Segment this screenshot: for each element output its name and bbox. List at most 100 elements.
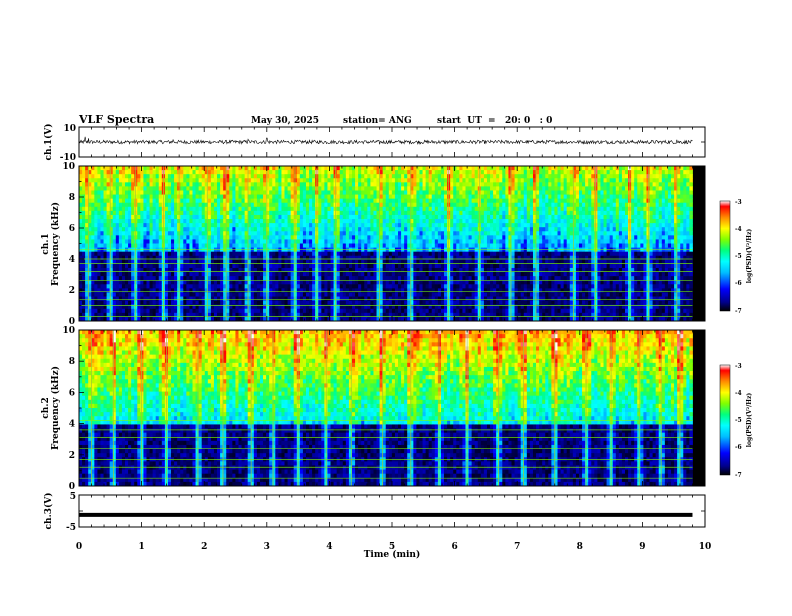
spectrogram-cell bbox=[413, 186, 416, 190]
spectrogram-cell bbox=[361, 309, 364, 313]
spectrogram-cell bbox=[331, 276, 334, 280]
spectrogram-cell bbox=[134, 288, 137, 292]
spectrogram-cell bbox=[137, 174, 140, 178]
spectrogram-cell bbox=[254, 252, 257, 256]
spectrogram-cell bbox=[153, 195, 156, 199]
spectrogram-cell bbox=[263, 223, 266, 227]
spectrogram-cell bbox=[281, 215, 284, 219]
spectrogram-cell bbox=[398, 231, 401, 235]
spectrogram-cell bbox=[435, 292, 438, 296]
spectrogram-cell bbox=[312, 268, 315, 272]
spectrogram-cell bbox=[318, 301, 321, 305]
spectrogram-cell bbox=[398, 252, 401, 256]
spectrogram-cell bbox=[100, 227, 103, 231]
spectrogram-cell bbox=[168, 186, 171, 190]
spectrogram-cell bbox=[97, 195, 100, 199]
spectrogram-cell bbox=[331, 190, 334, 194]
spectrogram-cell bbox=[358, 182, 361, 186]
spectrogram-cell bbox=[435, 219, 438, 223]
spectrogram-cell bbox=[386, 166, 389, 170]
spectrogram-cell bbox=[257, 211, 260, 215]
spectrogram-cell bbox=[125, 239, 128, 243]
spectrogram-cell bbox=[352, 227, 355, 231]
spectrogram-cell bbox=[312, 256, 315, 260]
spectrogram-cell bbox=[278, 292, 281, 296]
spectrogram-cell bbox=[214, 297, 217, 301]
spectrogram-cell bbox=[137, 231, 140, 235]
spectrogram-cell bbox=[401, 239, 404, 243]
spectrogram-cell bbox=[285, 235, 288, 239]
spectrogram-cell bbox=[257, 174, 260, 178]
spectrogram-cell bbox=[159, 182, 162, 186]
spectrogram-cell bbox=[153, 256, 156, 260]
spectrogram-cell bbox=[116, 244, 119, 248]
spectrogram-cell bbox=[196, 276, 199, 280]
spectrogram-cell bbox=[423, 235, 426, 239]
spectrogram-cell bbox=[189, 166, 192, 170]
spectrogram-cell bbox=[383, 309, 386, 313]
spectrogram-cell bbox=[361, 244, 364, 248]
spectrogram-cell bbox=[441, 211, 444, 215]
spectrogram-cell bbox=[257, 190, 260, 194]
spectrogram-cell bbox=[239, 211, 242, 215]
spectrogram-cell bbox=[407, 301, 410, 305]
spectrogram-cell bbox=[186, 170, 189, 174]
spectrogram-cell bbox=[269, 203, 272, 207]
spectrogram-cell bbox=[180, 301, 183, 305]
spectrogram-cell bbox=[211, 186, 214, 190]
spectrogram-cell bbox=[91, 195, 94, 199]
spectrogram-cell bbox=[79, 276, 82, 280]
spectrogram-cell bbox=[202, 215, 205, 219]
spectrogram-cell bbox=[189, 297, 192, 301]
spectrogram-cell bbox=[183, 244, 186, 248]
spectrogram-cell bbox=[131, 297, 134, 301]
spectrogram-cell bbox=[107, 235, 110, 239]
spectrogram-cell bbox=[146, 199, 149, 203]
spectrogram-cell bbox=[373, 309, 376, 313]
spectrogram-cell bbox=[94, 207, 97, 211]
spectrogram-cell bbox=[119, 272, 122, 276]
spectrogram-cell bbox=[340, 203, 343, 207]
spectrogram-cell bbox=[407, 227, 410, 231]
spectrogram-cell bbox=[94, 174, 97, 178]
spectrogram-cell bbox=[285, 223, 288, 227]
spectrogram-cell bbox=[281, 182, 284, 186]
spectrogram-cell bbox=[150, 231, 153, 235]
spectrogram-cell bbox=[272, 190, 275, 194]
spectrogram-cell bbox=[312, 239, 315, 243]
spectrogram-cell bbox=[128, 223, 131, 227]
spectrogram-cell bbox=[263, 174, 266, 178]
spectrogram-cell bbox=[251, 174, 254, 178]
spectrogram-cell bbox=[450, 292, 453, 296]
spectrogram-cell bbox=[450, 166, 453, 170]
spectrogram-cell bbox=[229, 231, 232, 235]
spectrogram-cell bbox=[373, 252, 376, 256]
spectrogram-cell bbox=[186, 301, 189, 305]
spectrogram-cell bbox=[370, 284, 373, 288]
spectrogram-cell bbox=[395, 239, 398, 243]
spectrogram-cell bbox=[472, 166, 475, 170]
spectrogram-cell bbox=[156, 166, 159, 170]
spectrogram-cell bbox=[281, 309, 284, 313]
spectrogram-cell bbox=[97, 292, 100, 296]
spectrogram-cell bbox=[465, 244, 468, 248]
spectrogram-cell bbox=[82, 235, 85, 239]
spectrogram-cell bbox=[355, 288, 358, 292]
spectrogram-cell bbox=[137, 276, 140, 280]
spectrogram-cell bbox=[419, 288, 422, 292]
spectrogram-cell bbox=[137, 292, 140, 296]
spectrogram-cell bbox=[285, 309, 288, 313]
spectrogram-cell bbox=[398, 276, 401, 280]
spectrogram-cell bbox=[447, 301, 450, 305]
spectrogram-cell bbox=[168, 272, 171, 276]
spectrogram-cell bbox=[327, 235, 330, 239]
spectrogram-cell bbox=[260, 170, 263, 174]
spectrogram-cell bbox=[116, 256, 119, 260]
spectrogram-cell bbox=[202, 309, 205, 313]
spectrogram-cell bbox=[416, 190, 419, 194]
spectrogram-cell bbox=[367, 166, 370, 170]
spectrogram-cell bbox=[260, 268, 263, 272]
spectrogram-cell bbox=[235, 252, 238, 256]
spectrogram-cell bbox=[171, 288, 174, 292]
spectrogram-cell bbox=[196, 190, 199, 194]
